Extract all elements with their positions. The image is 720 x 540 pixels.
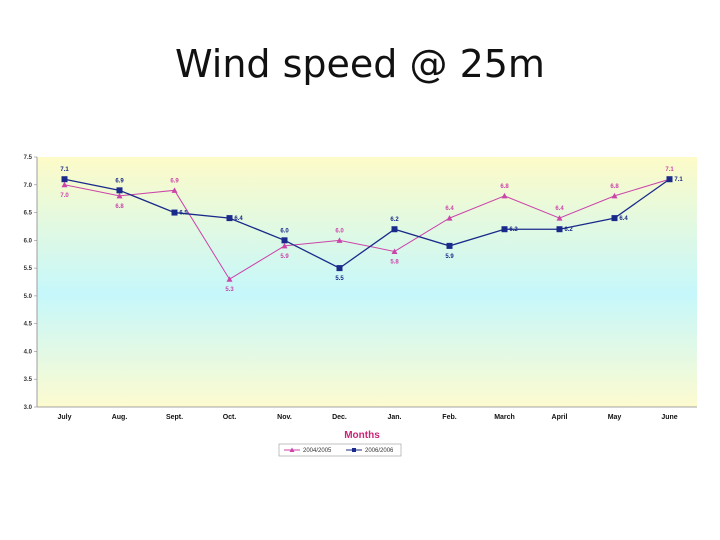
legend-label: 2004/2005: [303, 448, 332, 454]
data-label: 6.2: [509, 227, 518, 233]
data-label: 6.8: [115, 204, 124, 210]
x-tick-label: Sept.: [166, 414, 183, 421]
data-label: 5.5: [335, 276, 344, 282]
x-tick-label: Oct.: [223, 414, 237, 421]
y-tick-label: 5.5: [24, 266, 33, 272]
data-point: [281, 237, 288, 244]
data-point: [171, 187, 178, 193]
data-point: [446, 242, 453, 249]
data-point: [501, 226, 508, 233]
y-tick-label: 3.5: [24, 377, 33, 383]
data-label: 7.1: [674, 177, 683, 183]
data-label: 6.5: [179, 211, 188, 217]
data-point: [611, 215, 618, 222]
y-tick-label: 7.5: [24, 155, 33, 161]
data-label: 6.4: [555, 206, 564, 212]
legend-marker: [352, 448, 356, 452]
data-label: 5.3: [225, 287, 234, 293]
slide-title: Wind speed @ 25m: [175, 42, 545, 86]
y-tick-label: 7.0: [24, 183, 33, 189]
line-chart: 3.0 3.5 4.0 4.5 5.0 5.5 6.0 6.5 7.0 7.5 July Aug. Se…: [24, 155, 697, 457]
data-point: [336, 237, 343, 243]
series-line: [64, 178, 670, 280]
data-point: [501, 192, 508, 199]
legend: 2004/2005 2006/2006: [278, 443, 402, 457]
y-tick-label: 6.5: [24, 211, 33, 217]
x-tick-label: May: [608, 414, 622, 421]
data-point: [116, 192, 123, 199]
y-tick-label: 5.0: [24, 294, 33, 300]
plot-area: [37, 157, 697, 407]
x-tick-label: Jan.: [387, 414, 401, 421]
data-label: 7.1: [665, 167, 674, 173]
x-axis-title: Months: [344, 430, 380, 441]
data-label: 6.9: [115, 178, 124, 184]
data-point: [116, 187, 123, 194]
y-tick-label: 4.5: [24, 322, 33, 328]
data-point: [226, 215, 233, 222]
x-tick-label: March: [494, 414, 515, 421]
y-tick-label: 6.0: [24, 238, 33, 244]
data-point: [666, 176, 673, 183]
x-tick-label: July: [57, 414, 71, 421]
x-tick-label: Feb.: [442, 414, 456, 421]
legend-label: 2006/2006: [365, 448, 394, 454]
data-label: 6.0: [280, 228, 289, 234]
data-point: [556, 226, 563, 233]
data-label: 5.9: [280, 254, 289, 260]
data-point: [61, 181, 68, 188]
x-tick-label: Aug.: [112, 414, 128, 421]
data-point: [391, 226, 398, 233]
y-tick-label: 3.0: [24, 405, 33, 411]
data-label: 6.2: [390, 217, 399, 223]
data-point: [336, 265, 343, 272]
data-label: 6.4: [619, 216, 628, 222]
x-tick-label: Nov.: [277, 414, 292, 421]
data-point: [556, 215, 563, 221]
data-point: [226, 276, 233, 282]
legend-marker: [289, 447, 295, 452]
data-point: [391, 248, 398, 254]
data-point: [446, 215, 453, 221]
data-point: [611, 192, 618, 199]
data-label: 6.4: [234, 216, 243, 222]
data-point: [61, 176, 68, 183]
y-tick-label: 4.0: [24, 349, 33, 355]
data-point: [281, 242, 288, 249]
series-line: [64, 178, 670, 269]
x-tick-label: Dec.: [332, 414, 347, 421]
data-point: [171, 209, 178, 216]
data-label: 6.2: [564, 227, 573, 233]
data-label: 6.8: [500, 184, 509, 190]
x-tick-label: June: [661, 414, 677, 421]
legend-box: [278, 443, 402, 457]
data-label: 5.8: [390, 259, 399, 265]
data-label: 5.9: [445, 254, 454, 260]
data-label: 6.8: [610, 184, 619, 190]
data-label: 6.0: [335, 228, 344, 234]
x-tick-label: April: [552, 414, 568, 421]
data-label: 7.0: [60, 193, 69, 199]
data-label: 6.4: [445, 206, 454, 212]
data-label: 6.9: [170, 178, 179, 184]
data-label: 7.1: [60, 167, 69, 173]
